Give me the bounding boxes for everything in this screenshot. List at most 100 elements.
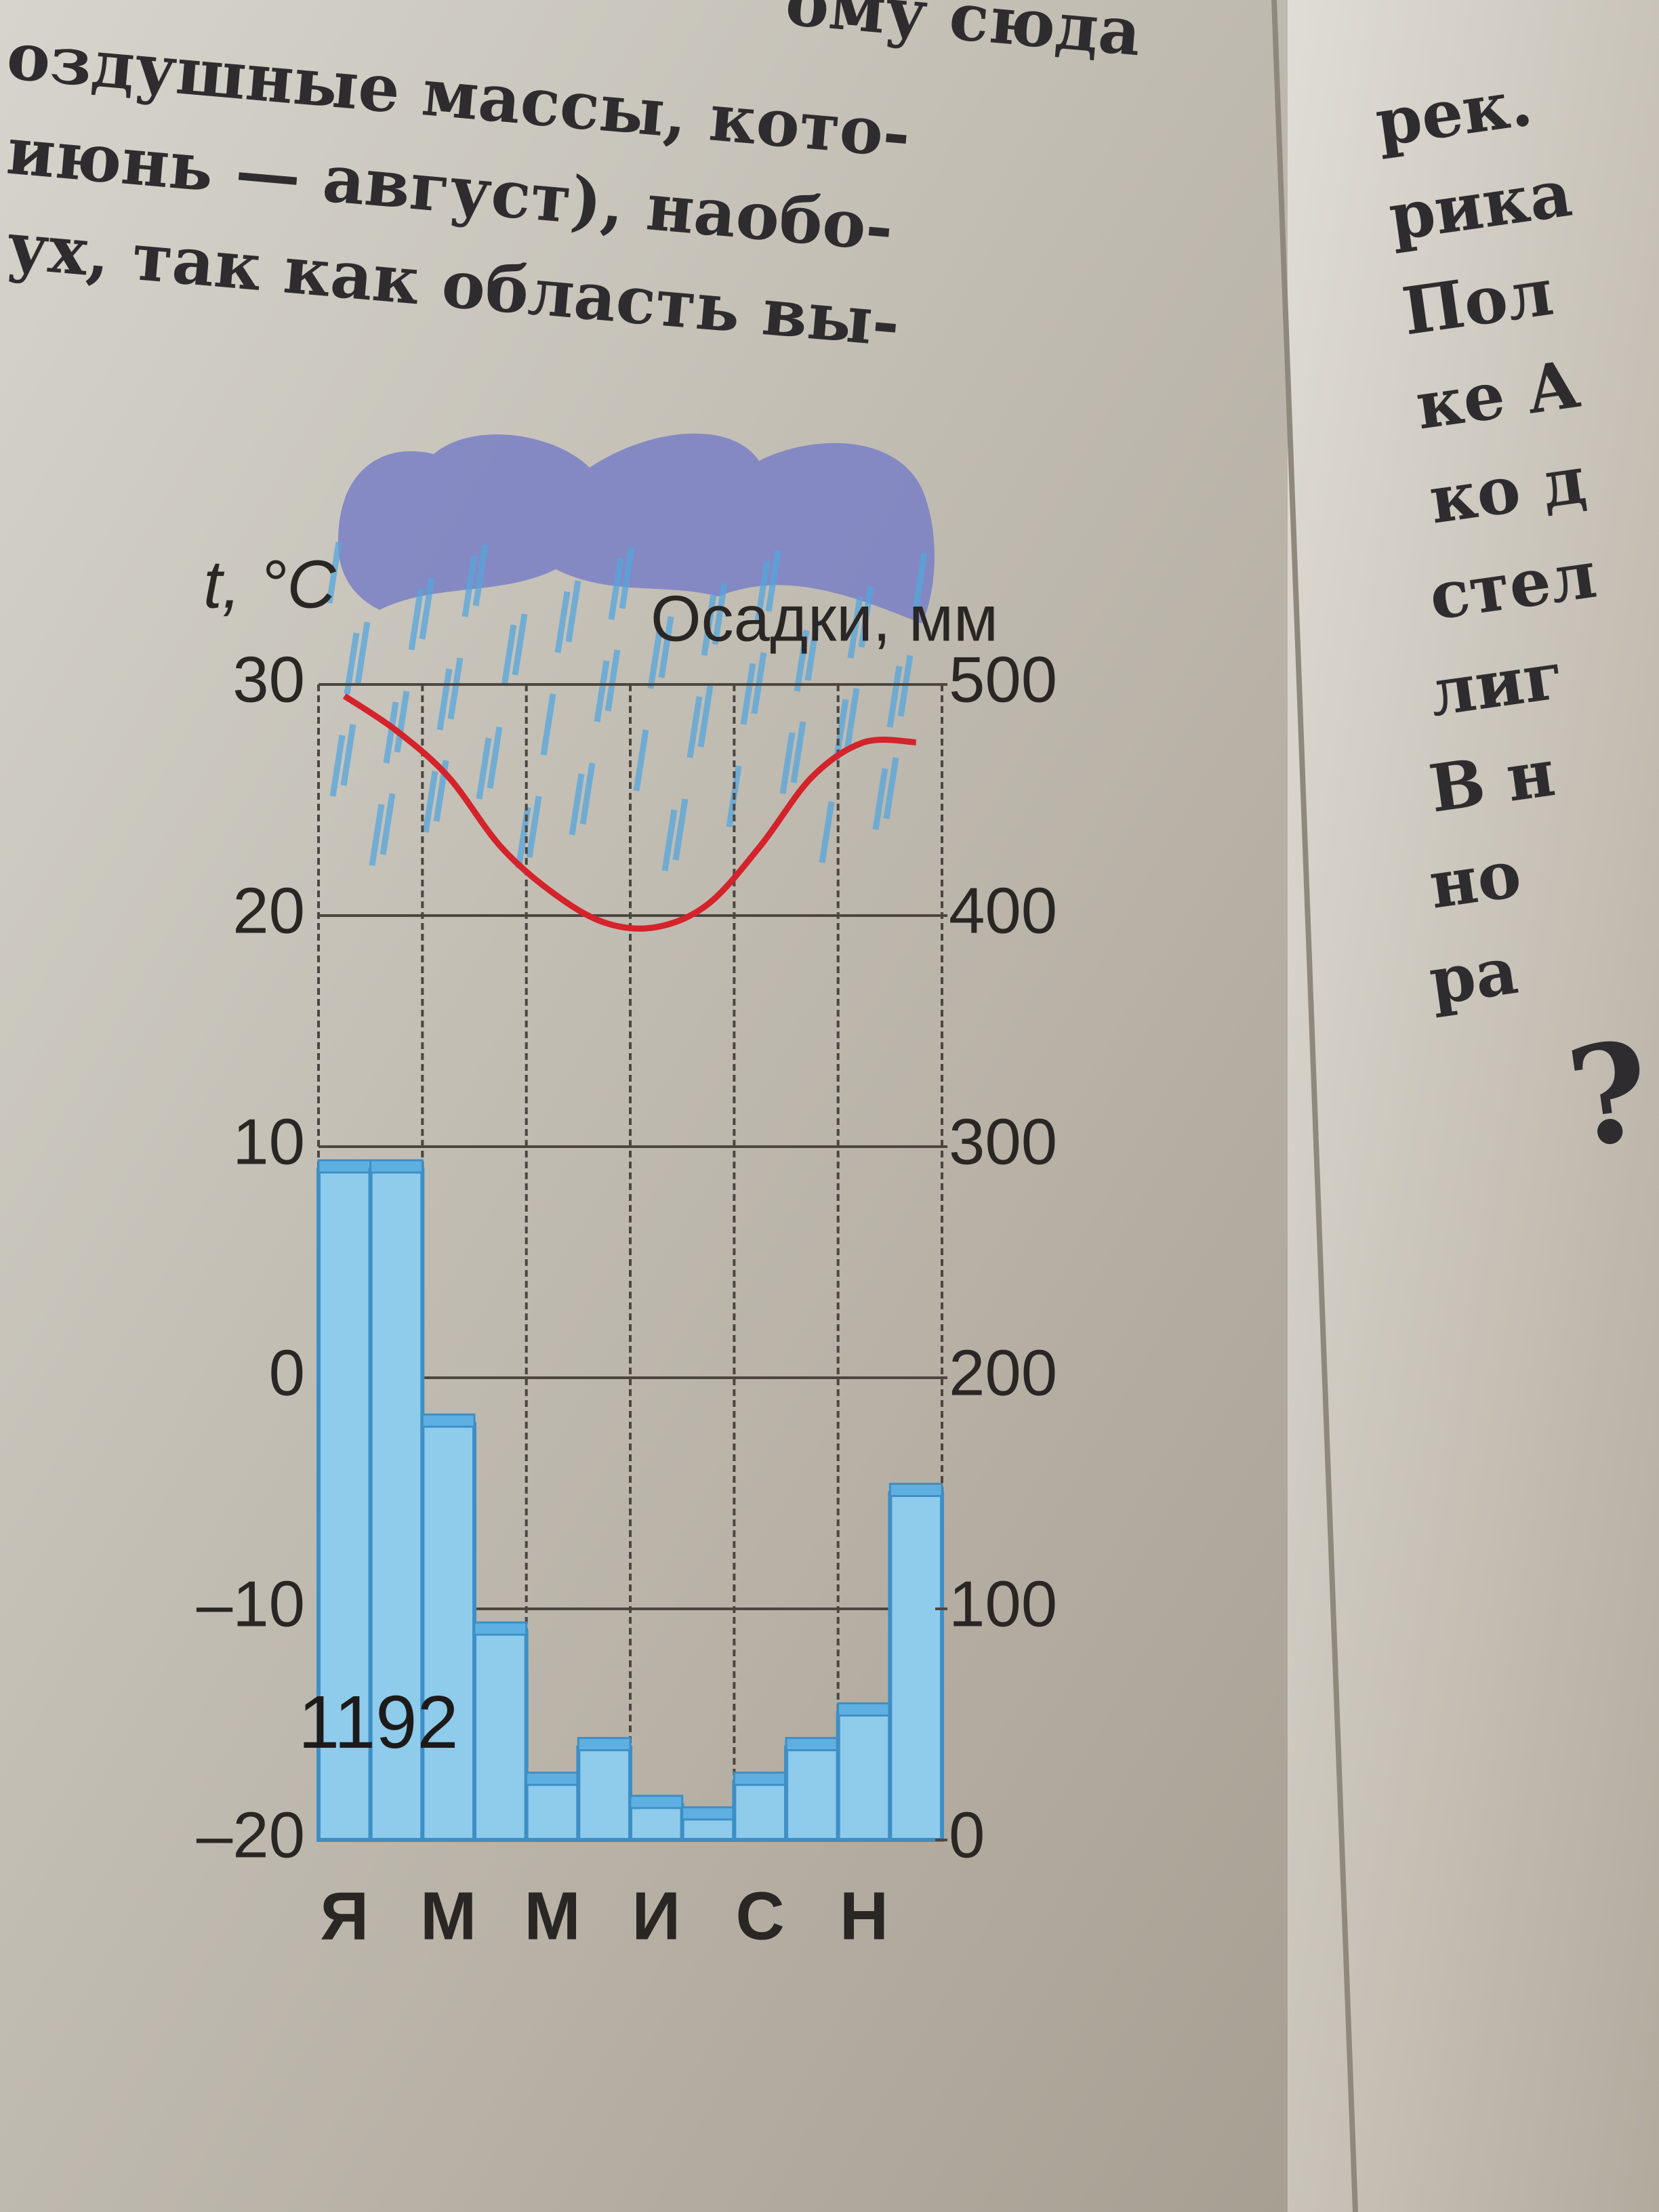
rain-streak xyxy=(619,547,635,609)
rain-streak xyxy=(419,577,435,640)
y-tick-label: –10 xyxy=(197,1568,305,1640)
bar-top xyxy=(837,1702,891,1717)
bar xyxy=(524,1780,581,1842)
rain-streak xyxy=(569,773,585,836)
bar-top xyxy=(733,1771,787,1786)
rain-streak xyxy=(472,544,489,607)
rain-streak xyxy=(794,630,810,692)
rain-streak xyxy=(819,801,835,863)
bar-top xyxy=(785,1737,840,1752)
rain-streak xyxy=(354,621,371,684)
rain-streak xyxy=(394,691,410,753)
rain-streak xyxy=(380,793,396,855)
bar xyxy=(732,1780,789,1842)
y2-tick-label: 100 xyxy=(949,1568,1057,1640)
y2-axis-title: Осадки, мм xyxy=(651,582,998,655)
rain-streak xyxy=(408,588,424,651)
x-tick-label: Я xyxy=(320,1878,369,1954)
bar xyxy=(420,1422,476,1842)
rain-streak xyxy=(608,558,624,620)
rain-streak xyxy=(754,560,771,623)
bar xyxy=(784,1745,840,1843)
y-tick-label: 10 xyxy=(232,1105,305,1178)
rain-streak xyxy=(712,583,728,645)
bar xyxy=(836,1711,893,1842)
x-tick-label: М xyxy=(420,1878,476,1954)
rain-streak xyxy=(501,624,517,687)
bar-top xyxy=(421,1413,476,1428)
left-page xyxy=(0,0,1288,2212)
bar-top xyxy=(629,1795,684,1809)
rain-streak xyxy=(912,552,928,615)
bar-top xyxy=(369,1159,424,1174)
bar-top xyxy=(888,1483,943,1497)
rain-streak xyxy=(804,619,821,681)
text-line: В н xyxy=(1425,734,1559,827)
bar-top xyxy=(525,1771,579,1786)
rain-streak xyxy=(661,809,678,872)
rain-streak xyxy=(633,729,649,792)
bar-top xyxy=(473,1621,528,1636)
bar xyxy=(368,1168,425,1842)
rain-streak xyxy=(329,735,346,797)
rain-streak xyxy=(790,721,806,783)
rain-streak xyxy=(340,724,356,786)
rain-streak xyxy=(326,541,342,604)
bar xyxy=(888,1491,945,1842)
rain-streak xyxy=(658,616,674,678)
rain-streak xyxy=(476,737,492,800)
y-tick-label: –20 xyxy=(197,1799,305,1871)
text-line: ра xyxy=(1425,932,1522,1020)
rain-streak xyxy=(369,804,385,866)
page-fold xyxy=(1271,0,1358,2212)
x-tick-label: М xyxy=(524,1878,580,1954)
y2-tick-label: 500 xyxy=(949,643,1057,716)
y2-tick-label: 0 xyxy=(949,1799,985,1871)
rain-streak xyxy=(886,665,903,728)
rain-streak xyxy=(594,660,610,722)
bar xyxy=(576,1745,632,1843)
rain-streak xyxy=(883,757,899,819)
y-axis-title: t, °C xyxy=(203,546,336,622)
x-tick-label: И xyxy=(632,1878,680,1954)
rain-streak xyxy=(512,613,528,676)
y-tick-label: 0 xyxy=(269,1336,305,1409)
rain-streak xyxy=(554,591,571,653)
rain-streak xyxy=(858,586,874,648)
bar-top xyxy=(317,1159,372,1174)
rain-streak xyxy=(487,726,503,789)
annotation: 1192 xyxy=(298,1681,459,1764)
rain-streak xyxy=(422,771,438,833)
y2-tick-label: 200 xyxy=(949,1336,1057,1409)
rain-streak xyxy=(872,768,888,830)
right-page xyxy=(1288,0,1659,2212)
bar xyxy=(680,1814,737,1842)
rain-streak xyxy=(779,732,796,794)
text-line: но xyxy=(1425,835,1525,924)
rain-streak xyxy=(540,693,556,756)
cloud xyxy=(338,433,935,623)
bar-top xyxy=(681,1806,735,1821)
text-line: лиг xyxy=(1425,636,1568,731)
bar xyxy=(472,1630,529,1843)
rain-streak xyxy=(579,762,596,825)
x-tick-label: Н xyxy=(840,1878,888,1954)
rain-streak xyxy=(436,668,453,731)
rain-streak xyxy=(740,663,756,725)
rain-streak xyxy=(687,696,703,758)
rain-streak xyxy=(844,688,860,750)
rain-streak xyxy=(605,649,621,712)
rain-streak xyxy=(383,701,399,764)
rain-streak xyxy=(701,594,717,656)
rain-streak xyxy=(565,580,581,642)
temperature-line xyxy=(342,693,916,932)
y2-tick-label: 300 xyxy=(949,1105,1057,1178)
rain-streak xyxy=(697,685,714,747)
rain-streak xyxy=(765,550,781,612)
rain-streak xyxy=(526,796,542,858)
rain-streak xyxy=(447,657,464,720)
y-tick-label: 20 xyxy=(232,874,305,947)
